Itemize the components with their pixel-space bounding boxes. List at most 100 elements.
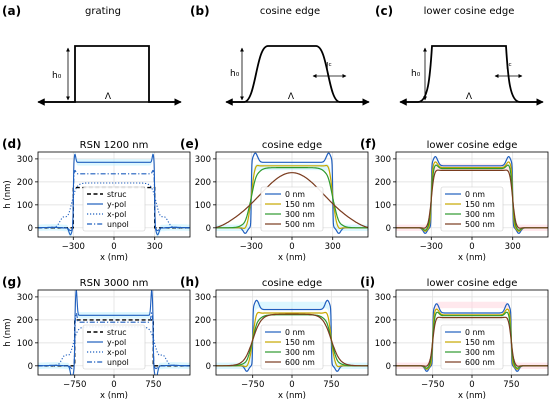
- legend-entry: 300 nm: [465, 210, 495, 219]
- legend-entry: 600 nm: [285, 358, 315, 367]
- x-tick-label: 0: [289, 242, 294, 252]
- y-axis-label: h (nm): [3, 180, 13, 208]
- series-line: [216, 313, 368, 367]
- series-line: [38, 182, 190, 229]
- legend-entry: 0 nm: [285, 328, 305, 337]
- y-tick-label: 100: [375, 339, 391, 349]
- series-line: [38, 169, 190, 232]
- chart-panel: (g) RSN 3000 nm −750 0 750 0 100 200 300 x (nm) h …: [2, 275, 191, 401]
- x-tick-label: −750: [241, 380, 264, 390]
- y-tick-label: 200: [375, 316, 391, 326]
- y-tick-label: 200: [17, 316, 33, 326]
- period-label: Λ: [288, 92, 295, 102]
- period-label: Λ: [105, 92, 112, 102]
- x-tick-label: 750: [323, 380, 339, 390]
- x-tick-label: −750: [63, 380, 86, 390]
- series-line: [216, 172, 368, 229]
- schematic-c: (c) lower cosine edge h₀ lᶜ Λ: [375, 4, 544, 106]
- y-tick-label: 100: [375, 201, 391, 211]
- legend-entry: 0 nm: [465, 328, 485, 337]
- panel-letter-b: (b): [190, 4, 210, 18]
- legend-entry: 150 nm: [465, 200, 495, 209]
- y-tick-label: 0: [206, 224, 211, 234]
- legend-entry: unpol: [107, 220, 129, 229]
- plot-area: [396, 156, 548, 234]
- x-tick-label: −300: [240, 242, 263, 252]
- panel-title: RSN 1200 nm: [80, 140, 149, 151]
- legend: [260, 324, 324, 370]
- y-tick-label: 200: [17, 178, 33, 188]
- y-tick-label: 0: [386, 224, 391, 234]
- x-tick-label: 0: [111, 242, 116, 252]
- chart-panel: (i) lower cosine edge −750 0 750 0 100 200 300 x …: [360, 275, 549, 401]
- legend-entry: 150 nm: [465, 338, 495, 347]
- height-label: h₀: [230, 69, 240, 79]
- series-line: [216, 311, 368, 368]
- chart-panel: (e) cosine edge −300 0 300 0 100 200 300 x (nm) 0 …: [180, 137, 369, 263]
- x-tick-label: 750: [503, 380, 519, 390]
- x-tick-label: 300: [147, 242, 163, 252]
- plot-area: [38, 152, 190, 237]
- legend-entry: unpol: [107, 358, 129, 367]
- chart-panel: (d) RSN 1200 nm −300 0 300 0 100 200 300 x (nm) h …: [2, 137, 191, 263]
- edge-length-label: lᶜ: [506, 62, 512, 72]
- legend: [440, 324, 504, 370]
- legend-entry: 150 nm: [285, 338, 315, 347]
- y-tick-label: 300: [375, 293, 391, 303]
- legend-entry: 500 nm: [465, 220, 495, 229]
- panel-title: cosine edge: [262, 140, 322, 151]
- x-axis-label: x (nm): [278, 253, 306, 263]
- panel-letter-c: (c): [375, 4, 393, 18]
- y-tick-label: 200: [195, 178, 211, 188]
- y-axis-label: h (nm): [3, 318, 13, 346]
- y-tick-label: 300: [375, 155, 391, 165]
- panel-letter: (e): [180, 137, 199, 151]
- panel-letter: (f): [360, 137, 376, 151]
- schematic-title-a: grating: [85, 6, 121, 17]
- y-tick-label: 300: [195, 155, 211, 165]
- series-line: [396, 169, 548, 229]
- x-tick-label: 750: [145, 380, 161, 390]
- plot-area: [216, 299, 368, 372]
- x-axis-label: x (nm): [278, 391, 306, 401]
- legend-entry: x-pol: [107, 210, 126, 219]
- x-tick-label: 0: [469, 380, 474, 390]
- legend-entry: 300 nm: [285, 348, 315, 357]
- schematic-title-c: lower cosine edge: [424, 6, 515, 17]
- period-label: Λ: [466, 92, 473, 102]
- y-tick-label: 100: [195, 339, 211, 349]
- x-axis-label: x (nm): [458, 391, 486, 401]
- x-tick-label: 0: [111, 380, 116, 390]
- legend-entry: struc: [107, 190, 127, 199]
- y-tick-label: 100: [195, 201, 211, 211]
- schematic-a: (a) grating h₀ Λ: [2, 4, 182, 106]
- series-line: [216, 314, 368, 367]
- y-tick-label: 0: [206, 362, 211, 372]
- charts: (d) RSN 1200 nm −300 0 300 0 100 200 300 x (nm) h …: [2, 137, 549, 401]
- legend-entry: x-pol: [107, 348, 126, 357]
- legend-entry: 600 nm: [465, 358, 495, 367]
- schematic-b: (b) cosine edge h₀ lᶜ Λ: [190, 4, 370, 106]
- series-line: [396, 316, 548, 367]
- legend: [440, 186, 504, 232]
- x-axis-label: x (nm): [458, 253, 486, 263]
- plot-area: [216, 152, 368, 234]
- panel-letter: (d): [2, 137, 22, 151]
- height-label: h₀: [411, 69, 421, 79]
- chart-panel: (f) lower cosine edge −300 0 300 0 100 200 300 x …: [360, 137, 549, 263]
- panel-title: RSN 3000 nm: [80, 278, 149, 289]
- x-tick-label: −300: [420, 242, 443, 252]
- x-tick-label: −300: [62, 242, 85, 252]
- edge-length-label: lᶜ: [326, 62, 332, 72]
- grating-profile: [40, 45, 178, 103]
- chart-panel: (h) cosine edge −750 0 750 0 100 200 300 x (nm) 0 …: [180, 275, 369, 401]
- y-tick-label: 300: [17, 293, 33, 303]
- legend: [82, 324, 146, 370]
- y-tick-label: 0: [28, 224, 33, 234]
- panel-letter: (i): [360, 275, 375, 289]
- series-band: [216, 301, 368, 369]
- series-line: [216, 167, 368, 229]
- panel-title: cosine edge: [262, 278, 322, 289]
